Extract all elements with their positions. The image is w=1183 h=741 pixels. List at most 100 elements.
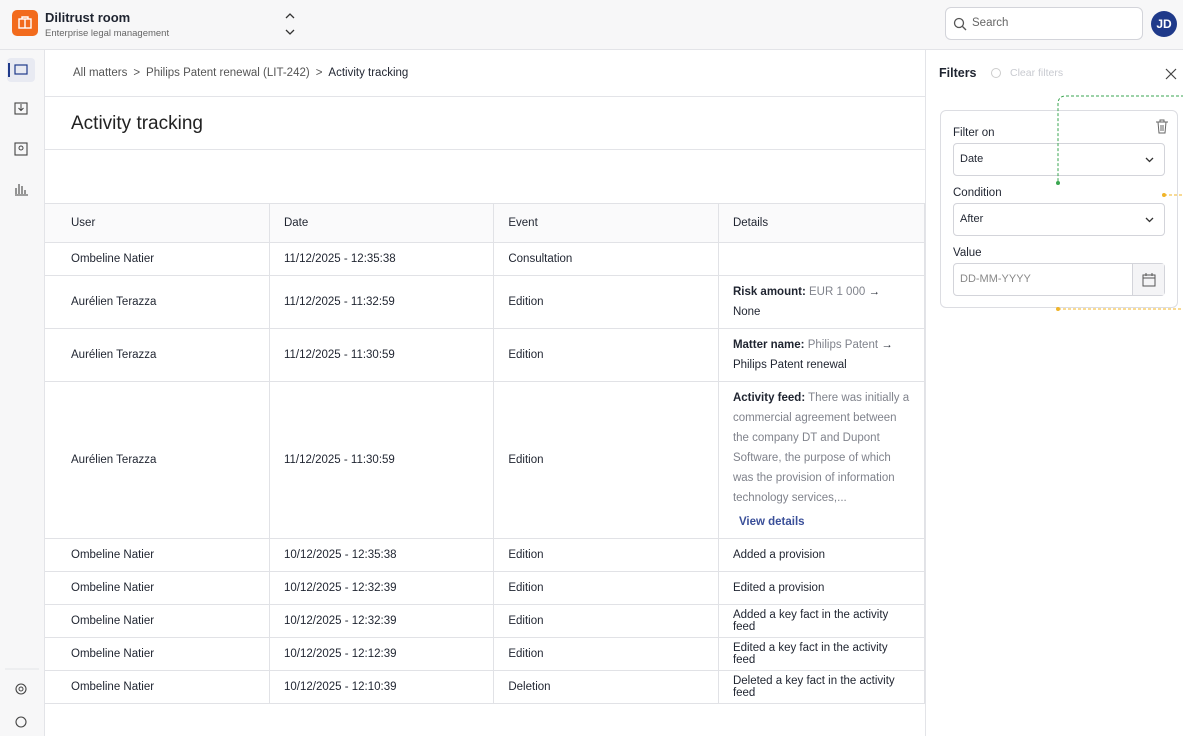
details-cell: Edited a key fact in the activity feed [717,637,925,671]
filters-title: Filters [939,66,977,80]
chevron [1145,217,1154,223]
details-label: Matter name: [732,339,805,351]
filter-panel: Filters Clear filters Filter on Date Condi… [925,50,1183,736]
user-cell: Aurélien Terazza [45,381,270,539]
close-button[interactable] [1165,68,1177,80]
details-value: There was initially a commercial agreeme… [732,392,910,504]
breadcrumb-item: Activity tracking [328,67,409,79]
table-row: Ombeline Natier 10/12/2025 - 12:10:39 Dele… [45,670,925,704]
breadcrumb-item[interactable]: Philips Patent renewal (LIT-242) [146,67,310,79]
user-cell: Aurélien Terazza [45,328,270,382]
column-header: Details [717,203,925,243]
separator: > [315,67,323,79]
user-cell: Ombeline Natier [45,670,270,704]
date-cell: 10/12/2025 - 12:12:39 [268,637,495,671]
field-label: Condition [953,187,1002,199]
breadcrumb-item[interactable]: All matters [73,67,128,79]
details-cell: Deleted a key fact in the activity feed [717,670,925,704]
old-value: EUR 1 000 [808,286,866,298]
event-cell: Edition [493,328,719,382]
switch-icon[interactable] [284,12,296,36]
user-cell: Aurélien Terazza [45,275,270,329]
details-cell [717,242,925,276]
field-input[interactable]: DD-MM-YYYY [953,263,1165,296]
user-cell: Ombeline Natier [45,637,270,671]
date-cell: 11/12/2025 - 11:30:59 [268,328,495,382]
filter-card: Filter on Date Condition After Value DD-MM-YY… [940,110,1178,308]
field-input[interactable]: After [953,203,1165,236]
old-value: Philips Patent [807,339,879,351]
field-label: Filter on [953,127,995,139]
delete-button[interactable] [1155,119,1169,135]
connector-lines [1056,95,1183,311]
details-cell: Edited a provision [717,571,925,605]
table-row: Aurélien Terazza 11/12/2025 - 11:30:59 Edi… [45,328,925,382]
details-cell: Risk amount: EUR 1 000 → None [717,275,925,329]
date-cell: 10/12/2025 - 12:35:38 [268,538,495,572]
date-cell: 10/12/2025 - 12:32:39 [268,571,495,605]
view-details-link[interactable]: View details [738,516,805,528]
event-cell: Consultation [493,242,719,276]
details-text: Activity feed: There was initially a com… [733,388,910,508]
event-cell: Deletion [493,670,719,704]
table-row: Aurélien Terazza 11/12/2025 - 11:30:59 Edi… [45,381,925,539]
user-cell: Ombeline Natier [45,242,270,276]
date-cell: 11/12/2025 - 11:32:59 [268,275,495,329]
table-row: Ombeline Natier 10/12/2025 - 12:32:39 Edit… [45,604,925,638]
page-title: Activity tracking [71,113,203,134]
clear-filters[interactable]: Clear filters [1010,67,1064,79]
details-cell: Added a provision [717,538,925,572]
divider [45,149,925,150]
divider [45,96,925,97]
avatar[interactable]: JD [1151,11,1177,37]
table-row: Ombeline Natier 10/12/2025 - 12:35:38 Edit… [45,538,925,572]
event-cell: Edition [493,381,719,539]
field-value: Date [960,153,984,165]
search-box[interactable]: Search [945,7,1143,40]
details-text: Risk amount: EUR 1 000 → None [733,282,910,322]
app-logo[interactable] [12,10,38,36]
table-row: Ombeline Natier 10/12/2025 - 12:12:39 Edit… [45,637,925,671]
separator: > [133,67,141,79]
details-text: Matter name: Philips Patent → Philips Pa… [733,335,910,375]
arrow-icon: → [865,286,880,298]
field-placeholder: DD-MM-YYYY [960,273,1031,285]
column-header: User [45,203,270,243]
new-value: None [732,306,761,318]
user-cell: Ombeline Natier [45,571,270,605]
details-cell: Added a key fact in the activity feed [717,604,925,638]
date-cell: 11/12/2025 - 12:35:38 [268,242,495,276]
details-cell: Matter name: Philips Patent → Philips Pa… [717,328,925,382]
column-header: Event [493,203,719,243]
arrow-icon: → [878,339,893,351]
event-cell: Edition [493,571,719,605]
details-cell: Activity feed: There was initially a com… [717,381,925,539]
user-cell: Ombeline Natier [45,604,270,638]
user-cell: Ombeline Natier [45,538,270,572]
field-value: After [960,213,984,225]
top-bar: Dilitrust room Enterprise legal manageme… [0,0,1183,50]
sidebar-icons[interactable] [0,50,44,736]
app-name: Dilitrust room [45,10,131,25]
event-cell: Edition [493,604,719,638]
details-label: Risk amount: [732,286,806,298]
table-row: Aurélien Terazza 11/12/2025 - 11:32:59 Edi… [45,275,925,329]
new-value: Philips Patent renewal [732,359,847,371]
main-content: All matters > Philips Patent renewal (LIT-… [45,50,925,736]
column-header: Date [268,203,495,243]
date-cell: 10/12/2025 - 12:32:39 [268,604,495,638]
table-row: Ombeline Natier 11/12/2025 - 12:35:38 Cons… [45,242,925,276]
chevron [1145,157,1154,163]
event-cell: Edition [493,538,719,572]
search-placeholder: Search [972,17,1009,29]
event-cell: Edition [493,637,719,671]
field-input[interactable]: Date [953,143,1165,176]
activity-table: User Date Event Details Ombeline Natier 11/12… [45,203,925,704]
date-cell: 10/12/2025 - 12:10:39 [268,670,495,704]
sidebar [0,50,45,736]
event-cell: Edition [493,275,719,329]
details-label: Activity feed: [732,392,806,404]
field-label: Value [953,247,982,259]
calendar-button[interactable] [1132,264,1164,295]
